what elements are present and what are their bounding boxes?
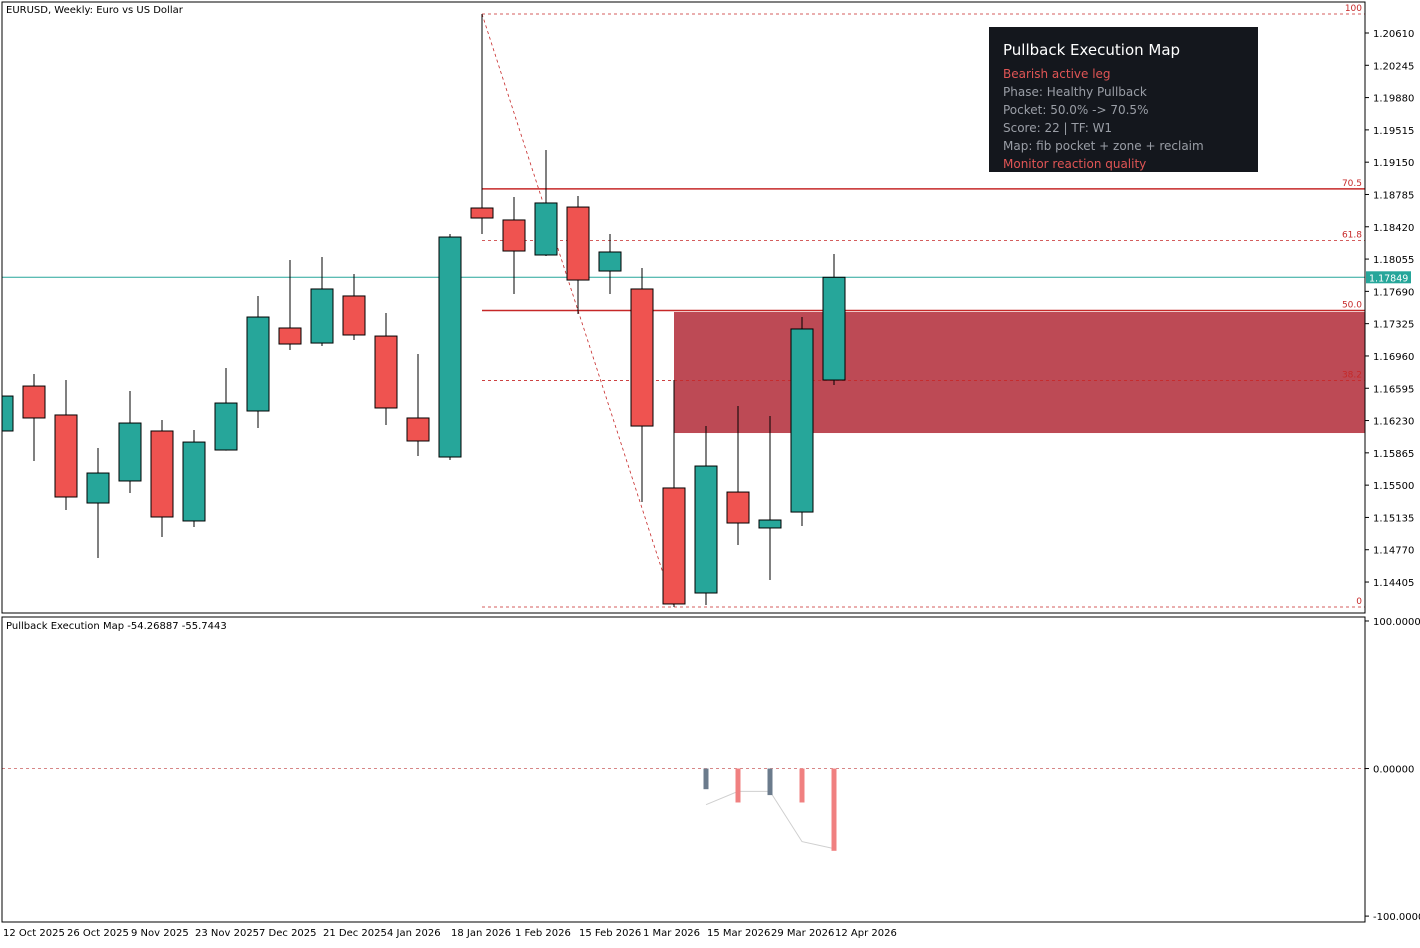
x-tick-label: 15 Feb 2026 xyxy=(579,928,641,939)
indicator-value: -55.7443 xyxy=(182,621,227,632)
x-tick-label: 21 Dec 2025 xyxy=(323,928,387,939)
histogram-bar xyxy=(831,768,837,851)
candle-body xyxy=(214,402,238,451)
histogram-bar xyxy=(767,768,773,796)
fib-label: 0 xyxy=(1356,597,1362,607)
panel-line: Phase: Healthy Pullback xyxy=(1003,85,1147,99)
axes: 1.17849 1.20610 1.20245 1.19880 1.19515 1.191… xyxy=(3,29,1420,939)
candle-body xyxy=(694,465,718,594)
y-tick-label: 1.14405 xyxy=(1373,578,1414,589)
candle-body xyxy=(502,219,526,252)
y-tick-label: 1.16230 xyxy=(1373,417,1414,428)
y-tick-label: 1.15865 xyxy=(1373,449,1414,460)
indicator-plot xyxy=(2,768,1365,851)
y-tick-label: 0.00000 xyxy=(1373,765,1414,776)
panel-line: Pocket: 50.0% -> 70.5% xyxy=(1003,103,1148,117)
y-tick-label: 1.18785 xyxy=(1373,190,1414,201)
indicator-name: Pullback Execution Map xyxy=(6,621,124,632)
candle-body xyxy=(662,487,686,605)
y-tick-label: -100.00000 xyxy=(1373,912,1420,923)
zone xyxy=(674,311,1365,434)
panel-line: Score: 22 | TF: W1 xyxy=(1003,121,1112,135)
y-tick-label: 1.16960 xyxy=(1373,352,1414,363)
panel-title: Pullback Execution Map xyxy=(1003,41,1180,59)
y-tick-label: 1.15500 xyxy=(1373,481,1414,492)
fib: 100 70.5 61.8 50.0 38.2 0 xyxy=(481,4,1365,608)
fib-leg xyxy=(481,13,675,608)
y-tick-label: 1.20245 xyxy=(1373,61,1414,72)
last-price-box xyxy=(1366,271,1411,284)
candle-body xyxy=(726,491,750,524)
panel-line: Monitor reaction quality xyxy=(1003,157,1146,171)
candle-body xyxy=(150,430,174,518)
x-tick-label: 4 Jan 2026 xyxy=(387,928,441,939)
candle-body xyxy=(534,202,558,256)
candle-body xyxy=(278,327,302,345)
candle-body xyxy=(630,288,654,427)
x-tick-label: 23 Nov 2025 xyxy=(195,928,259,939)
candle-body xyxy=(2,395,14,432)
candle-body xyxy=(310,288,334,344)
info-panel: Pullback Execution Map Bearish active le… xyxy=(989,27,1258,172)
y-tick-label: 1.15135 xyxy=(1373,513,1414,524)
x-tick-label: 15 Mar 2026 xyxy=(707,928,770,939)
panel-line: Bearish active leg xyxy=(1003,67,1111,81)
x-tick-label: 7 Dec 2025 xyxy=(259,928,317,939)
fib-label: 50.0 xyxy=(1342,300,1362,310)
candle-body xyxy=(406,417,430,442)
candle-body xyxy=(246,316,270,412)
x-tick-label: 9 Nov 2025 xyxy=(131,928,189,939)
candle-body xyxy=(374,335,398,409)
y-tick-label: 1.17690 xyxy=(1373,287,1414,298)
candle-body xyxy=(470,207,494,219)
y-tick-label: 1.18420 xyxy=(1373,223,1414,234)
y-tick-label: 1.16595 xyxy=(1373,384,1414,395)
candle-body xyxy=(822,276,846,381)
y-tick-label: 1.19515 xyxy=(1373,126,1414,137)
chart-title: EURUSD, Weekly: Euro vs US Dollar xyxy=(6,5,184,16)
histogram-bar xyxy=(799,768,805,803)
x-tick-label: 18 Jan 2026 xyxy=(451,928,511,939)
y-tick-label: 1.19880 xyxy=(1373,94,1414,105)
indicator-value: -54.26887 xyxy=(127,621,178,632)
indicator-frame xyxy=(1,616,1366,923)
indicator-title: Pullback Execution Map -54.26887 -55.744… xyxy=(6,621,227,632)
last-price-label: 1.17849 xyxy=(1369,273,1408,284)
candle-body xyxy=(598,251,622,272)
fib-label: 61.8 xyxy=(1342,231,1362,241)
x-tick-label: 1 Mar 2026 xyxy=(643,928,700,939)
y-tick-label: 1.18055 xyxy=(1373,255,1414,266)
candle-body xyxy=(86,472,110,504)
fib-label: 70.5 xyxy=(1342,179,1362,189)
histogram-bar xyxy=(735,768,741,803)
y-tick-label: 100.00000 xyxy=(1373,617,1420,628)
fib-label: 38.2 xyxy=(1342,370,1362,380)
panel-background xyxy=(989,27,1258,172)
candle-body xyxy=(342,295,366,336)
y-tick-label: 1.14770 xyxy=(1373,546,1414,557)
main-plot: 100 70.5 61.8 50.0 38.2 0 xyxy=(2,4,1365,608)
y-tick-label: 1.17325 xyxy=(1373,320,1414,331)
fib-label: 100 xyxy=(1345,4,1362,14)
candle-body xyxy=(118,422,142,482)
main-frame xyxy=(1,1,1366,614)
histogram-bar xyxy=(703,768,709,790)
candle-body xyxy=(566,206,590,281)
candle-body xyxy=(438,236,462,458)
candle-body xyxy=(790,328,814,513)
candle-body xyxy=(54,414,78,498)
x-tick-label: 26 Oct 2025 xyxy=(67,928,129,939)
candle-body xyxy=(182,441,206,522)
panel-line: Map: fib pocket + zone + reclaim xyxy=(1003,139,1204,153)
candle-body xyxy=(22,385,46,419)
y-tick-label: 1.20610 xyxy=(1373,29,1414,40)
y-tick-label: 1.19150 xyxy=(1373,158,1414,169)
x-tick-label: 1 Feb 2026 xyxy=(515,928,571,939)
candle-body xyxy=(758,519,782,529)
x-tick-label: 29 Mar 2026 xyxy=(771,928,834,939)
x-tick-label: 12 Oct 2025 xyxy=(3,928,65,939)
x-tick-label: 12 Apr 2026 xyxy=(835,928,897,939)
